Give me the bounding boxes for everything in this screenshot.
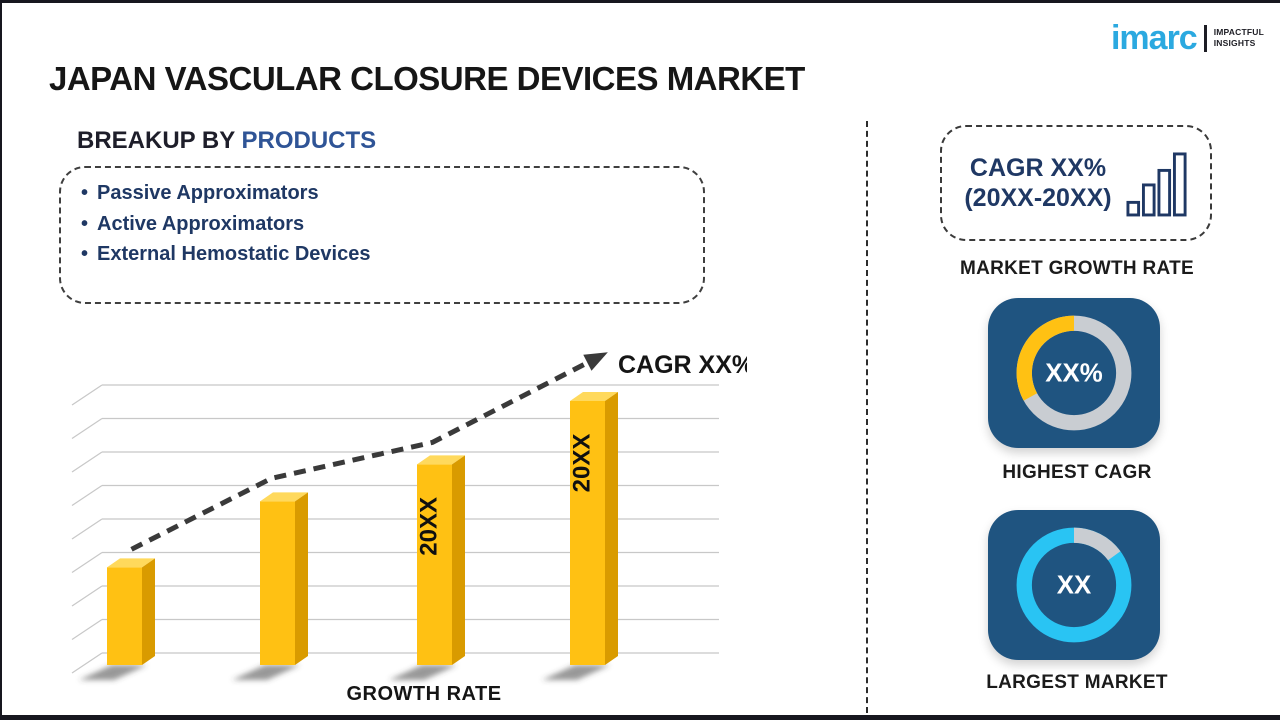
bullet-icon: •: [81, 212, 89, 235]
gridline-tick: [71, 652, 103, 674]
logo-tagline: IMPACTFUL INSIGHTS: [1214, 27, 1264, 48]
bar-top-face: [107, 558, 155, 568]
bar-side-face: [142, 558, 155, 665]
list-item-label: External Hemostatic Devices: [97, 243, 371, 265]
logo-tagline-line1: IMPACTFUL: [1213, 27, 1264, 38]
list-item-label: Passive Approximators: [97, 182, 319, 204]
donut-arc: [1073, 527, 1121, 561]
bar: [570, 401, 605, 665]
x-axis-label: GROWTH RATE: [346, 683, 501, 705]
bar-label: 20XX: [569, 434, 596, 493]
bar: [107, 567, 142, 665]
logo-separator: [1203, 24, 1207, 52]
donut-arc: [1016, 315, 1075, 401]
list-item-label: Active Approximators: [97, 212, 305, 235]
bar-side-face: [295, 492, 308, 665]
highest-cagr-tile: XX%: [988, 298, 1160, 448]
cagr-line2: (20XX-20XX): [964, 184, 1112, 212]
breakup-heading-highlight: PRODUCTS: [241, 127, 377, 154]
imarc-logo: imarc IMPACTFUL INSIGHTS: [1111, 21, 1264, 55]
gridline-tick: [71, 585, 103, 607]
gridline-tick: [71, 619, 103, 640]
gridline-tick: [71, 418, 103, 439]
bullet-icon: •: [81, 182, 89, 204]
cagr-line1: CAGR XX%: [969, 154, 1107, 182]
market-growth-rate-label: MARKET GROWTH RATE: [959, 258, 1195, 279]
highest-cagr-label: HIGHEST CAGR: [1002, 462, 1152, 483]
bar-top-face: [417, 455, 465, 465]
donut-value: XX: [1057, 572, 1091, 600]
list-item: • External Hemostatic Devices: [81, 239, 685, 270]
page-title: JAPAN VASCULAR CLOSURE DEVICES MARKET: [49, 60, 805, 97]
largest-market-label: LARGEST MARKET: [986, 672, 1168, 693]
bar-shadow: [542, 665, 610, 680]
bar-top-face: [260, 492, 308, 502]
bar-side-face: [605, 392, 618, 665]
breakup-products-box: • Passive Approximators • Active Approxima…: [59, 166, 705, 304]
bar-shadow: [389, 665, 457, 680]
donut-value: XX%: [1045, 360, 1102, 388]
product-list: • Passive Approximators • Active Approxima…: [81, 178, 685, 270]
bar-top-face: [570, 392, 618, 401]
gridline-tick: [71, 485, 103, 506]
panel-divider: [866, 121, 868, 713]
growth-rate-bar-chart: 20XX 20XX CAGR XX% GROWTH RATE: [71, 351, 747, 705]
bar-shadow: [232, 665, 300, 680]
breakup-heading-prefix: BREAKUP BY: [77, 127, 242, 154]
gridline-tick: [71, 552, 103, 573]
cagr-text: CAGR XX% (20XX-20XX): [964, 153, 1111, 213]
bar: [260, 501, 295, 665]
gridline-tick: [71, 518, 103, 540]
gridline-tick: [71, 451, 103, 473]
trend-cagr-label: CAGR XX%: [618, 351, 747, 379]
bullet-icon: •: [81, 243, 89, 265]
bar-chart-icon: [1126, 152, 1187, 217]
largest-market-tile: XX: [988, 510, 1160, 660]
largest-market-donut-chart: XX: [1016, 527, 1132, 643]
market-growth-rate-box: CAGR XX% (20XX-20XX): [940, 125, 1212, 241]
gridline-tick: [71, 384, 103, 406]
bar: [417, 464, 452, 665]
logo-brand-text: imarc: [1110, 19, 1198, 57]
breakup-heading: BREAKUP BY PRODUCTS: [77, 127, 376, 155]
bar-side-face: [452, 455, 465, 665]
list-item: • Active Approximators: [81, 209, 685, 240]
list-item: • Passive Approximators: [81, 178, 685, 209]
bar-shadow: [79, 665, 147, 680]
bar-label: 20XX: [416, 497, 443, 556]
highest-cagr-donut-chart: XX%: [1016, 315, 1132, 431]
logo-tagline-line2: INSIGHTS: [1213, 38, 1256, 48]
